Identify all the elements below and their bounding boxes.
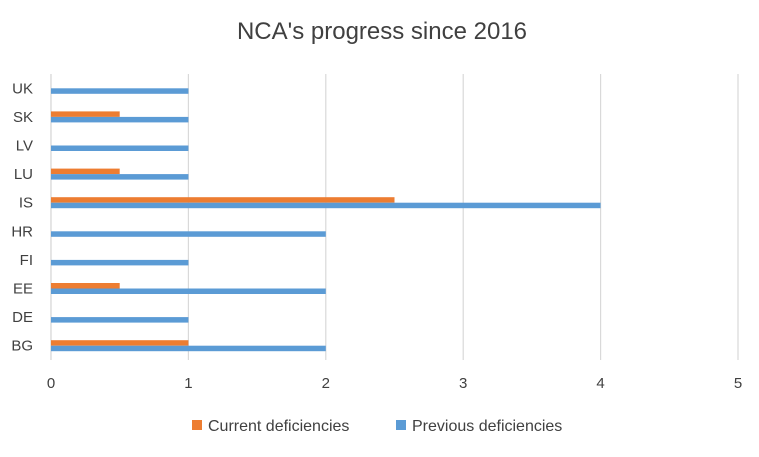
y-tick-label: BG xyxy=(11,338,33,355)
bar-previous xyxy=(51,345,326,352)
y-tick-label: IS xyxy=(19,195,33,212)
x-tick-label: 1 xyxy=(184,375,192,392)
bars xyxy=(51,88,601,352)
legend-swatch xyxy=(396,420,406,430)
legend-label: Previous deficiencies xyxy=(412,418,562,435)
bar-previous xyxy=(51,145,189,151)
legend-swatch xyxy=(192,420,202,430)
y-tick-label: UK xyxy=(12,80,33,97)
x-axis-tick-labels: 0 1 2 3 4 5 xyxy=(47,375,742,392)
y-axis-tick-labels: BG DE EE FI HR IS LU LV SK UK xyxy=(11,80,33,354)
bar-previous xyxy=(51,202,601,209)
bar-current xyxy=(51,283,120,289)
bar-previous xyxy=(51,116,189,123)
y-tick-label: LU xyxy=(14,166,33,183)
bar-previous xyxy=(51,174,189,180)
y-tick-label: FI xyxy=(20,252,33,269)
y-tick-label: HR xyxy=(11,223,33,240)
bar-current xyxy=(51,340,189,346)
y-tick-label: SK xyxy=(13,109,33,126)
bar-current xyxy=(51,111,120,117)
bar-previous xyxy=(51,317,189,323)
chart-title: NCA's progress since 2016 xyxy=(237,18,527,45)
x-tick-label: 3 xyxy=(459,375,467,392)
bar-current xyxy=(51,168,120,175)
x-tick-label: 2 xyxy=(322,375,330,392)
x-tick-label: 4 xyxy=(596,375,604,392)
bar-previous xyxy=(51,259,189,266)
x-tick-label: 5 xyxy=(734,375,742,392)
legend-label: Current deficiencies xyxy=(208,418,349,435)
y-tick-label: EE xyxy=(13,281,33,298)
x-tick-label: 0 xyxy=(47,375,55,392)
bar-previous xyxy=(51,231,326,237)
legend: Current deficiencies Previous deficiencie… xyxy=(192,418,562,435)
bar-previous xyxy=(51,88,189,94)
y-tick-label: LV xyxy=(16,138,33,155)
y-tick-label: DE xyxy=(12,309,33,326)
bar-current xyxy=(51,197,395,203)
bar-previous xyxy=(51,288,326,294)
